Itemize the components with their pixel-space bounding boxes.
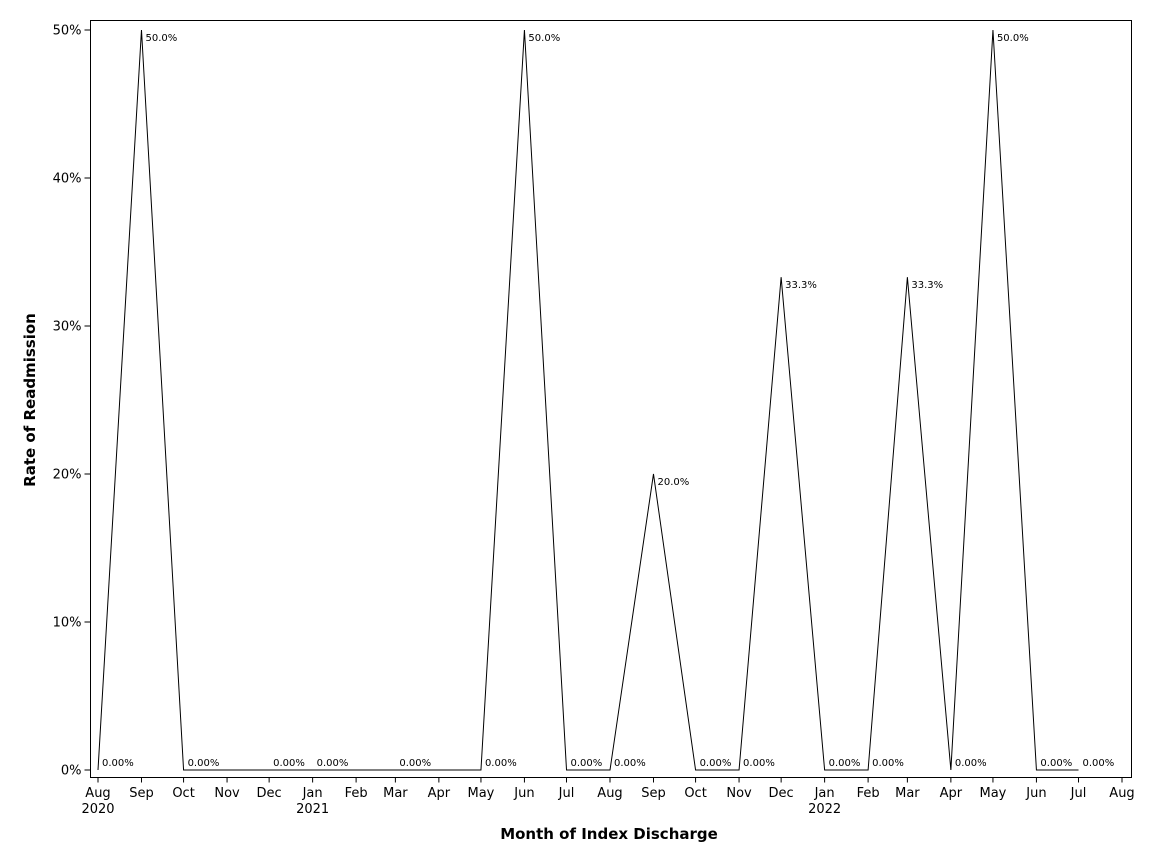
data-label: 50.0% [145,33,177,44]
x-tick-label: Aug [1109,786,1134,801]
x-year-label: 2021 [296,802,329,817]
y-tick-label: 20% [53,468,82,483]
data-label: 0.00% [188,758,220,769]
data-label: 0.00% [273,758,305,769]
data-label: 0.00% [700,758,732,769]
data-label: 33.3% [785,280,817,291]
x-tick-label: Jul [1070,786,1087,801]
x-tick-label: Dec [769,786,794,801]
x-year-label: 2022 [808,802,841,817]
data-label: 0.00% [1040,758,1072,769]
y-tick-label: 0% [61,764,82,779]
x-tick-label: Jul [558,786,575,801]
x-tick-label: May [468,786,495,801]
data-label: 0.00% [743,758,775,769]
data-label: 33.3% [911,280,943,291]
data-label: 0.00% [102,758,134,769]
data-label: 0.00% [955,758,987,769]
data-label: 50.0% [997,33,1029,44]
x-tick-label: May [980,786,1007,801]
x-tick-label: Aug [597,786,622,801]
data-label: 50.0% [528,33,560,44]
y-axis-title: Rate of Readmission [21,313,39,487]
y-tick-label: 10% [53,616,82,631]
x-tick-label: Nov [214,786,240,801]
x-tick-label: Nov [726,786,752,801]
plot-frame [90,20,1132,778]
data-label: 0.00% [399,758,431,769]
data-label: 0.00% [829,758,861,769]
y-tick-label: 40% [53,172,82,187]
data-label: 0.00% [1083,758,1115,769]
data-label: 20.0% [657,477,689,488]
data-label: 0.00% [571,758,603,769]
x-axis-title: Month of Index Discharge [500,825,718,843]
x-tick-label: Feb [857,786,880,801]
x-tick-label: Jan [814,786,835,801]
x-tick-label: Aug [85,786,110,801]
x-tick-label: Mar [383,786,408,801]
x-year-label: 2020 [81,802,114,817]
readmission-rate-line [97,29,1079,771]
x-tick-label: Sep [129,786,154,801]
y-tick-label: 30% [53,320,82,335]
y-tick-label: 50% [53,24,82,39]
x-tick-label: Jun [1025,786,1046,801]
x-tick-label: Feb [345,786,368,801]
x-tick-label: Jan [302,786,323,801]
data-label: 0.00% [614,758,646,769]
x-tick-label: Oct [684,786,706,801]
data-label: 0.00% [872,758,904,769]
data-label: 0.00% [485,758,517,769]
x-tick-label: Dec [257,786,282,801]
x-tick-label: Apr [428,786,451,801]
x-tick-label: Jun [513,786,534,801]
x-tick-label: Oct [172,786,194,801]
x-tick-label: Apr [940,786,963,801]
x-tick-label: Mar [895,786,920,801]
x-tick-label: Sep [641,786,666,801]
data-labels: 0.00% 50.0% 0.00% 0.00% 0.00% 0.00% 0.00% 50.0%… [102,33,1114,769]
data-label: 0.00% [317,758,349,769]
y-axis: 0% 10% 20% 30% 40% 50% [53,24,91,779]
